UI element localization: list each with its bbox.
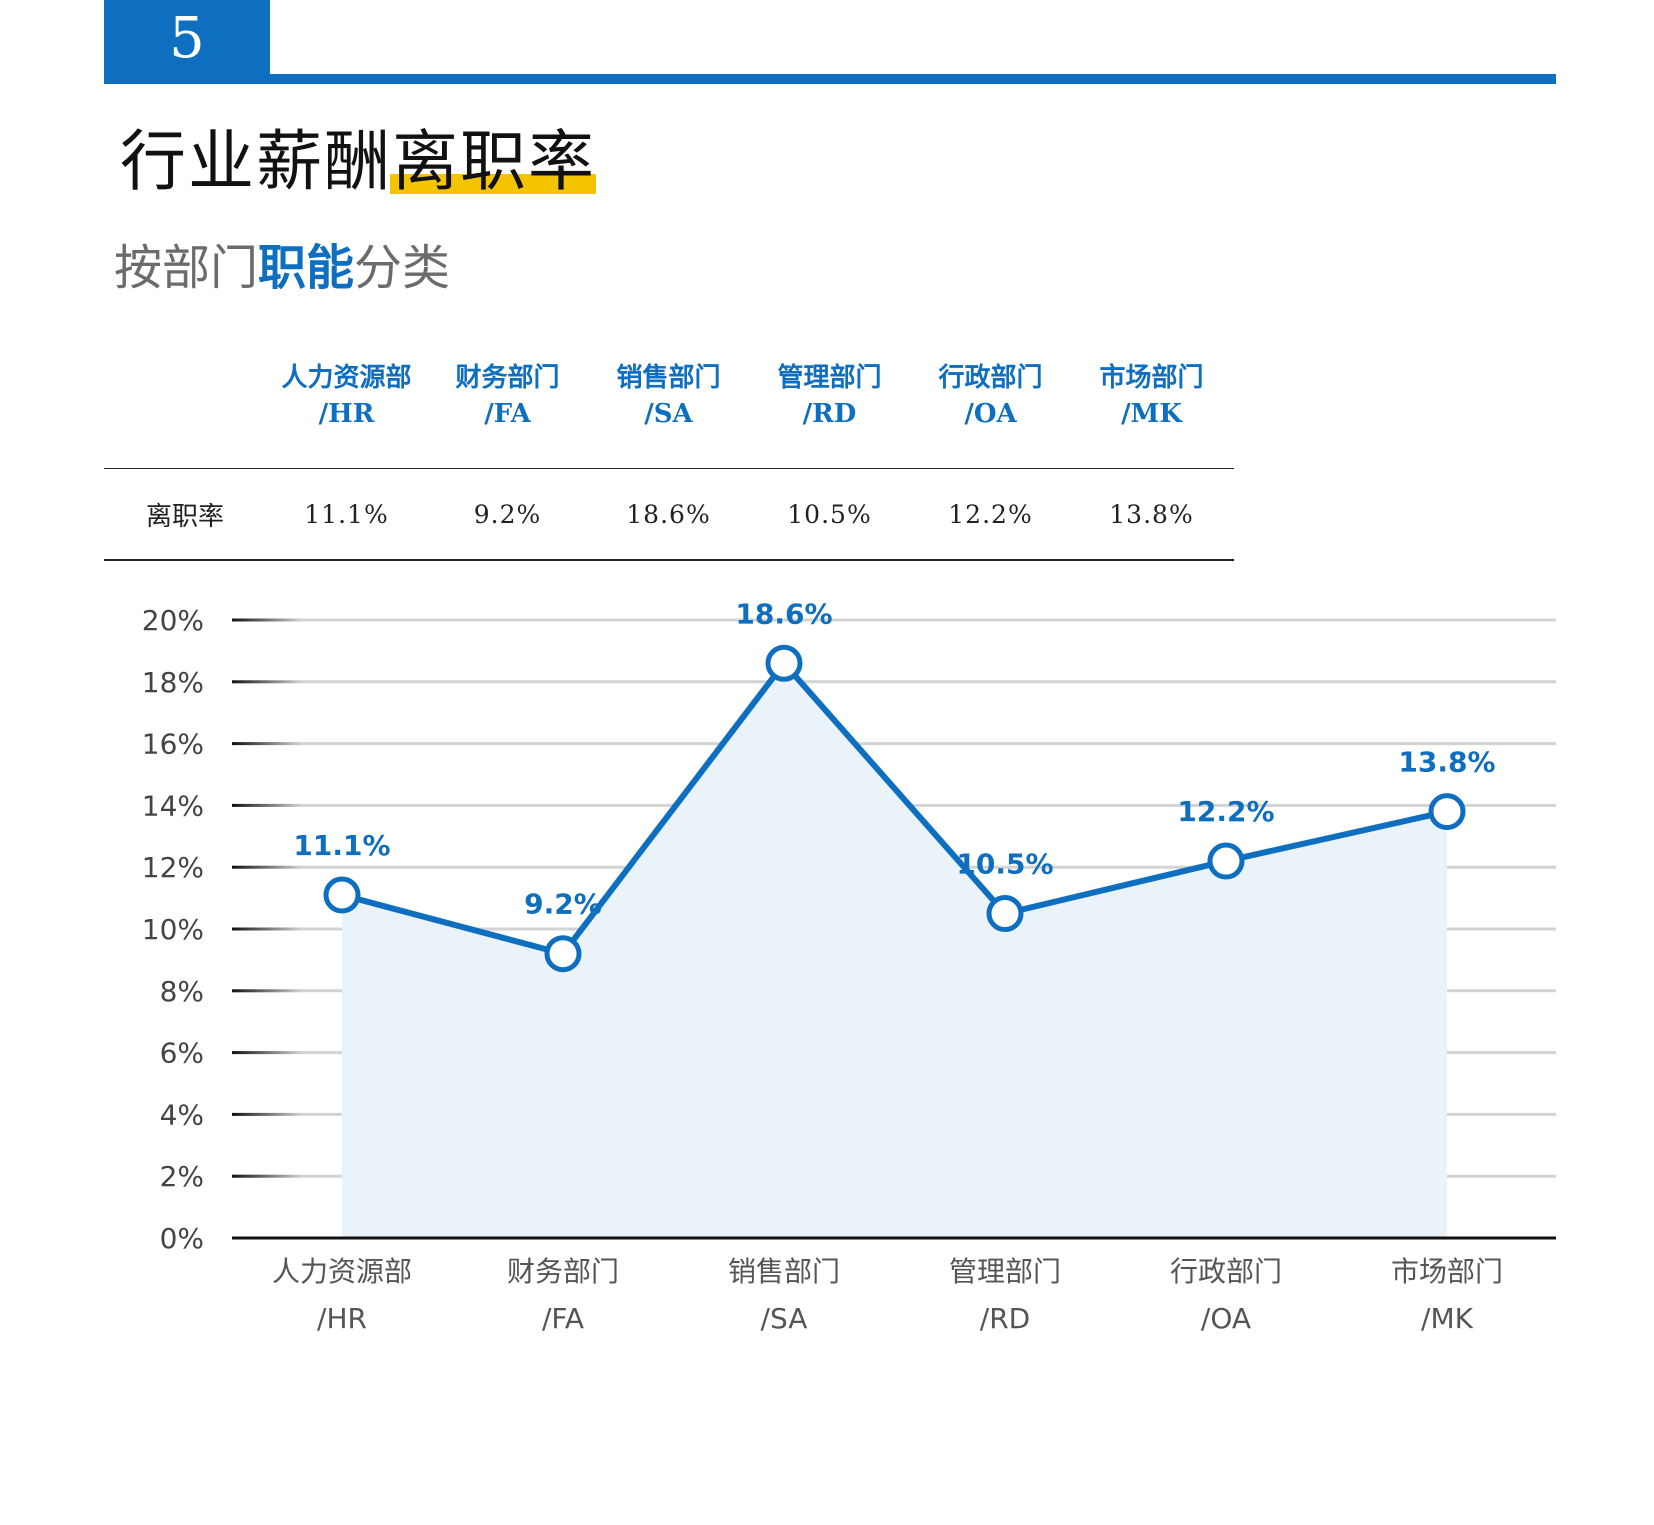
y-tick-label: 14%: [142, 789, 204, 822]
data-label: 12.2%: [1177, 795, 1274, 828]
title-block: 行业薪酬离职率: [120, 108, 596, 200]
dept-code: /HR: [318, 399, 375, 429]
summary-value-cell: 10.5%: [787, 499, 872, 529]
y-tick-label: 10%: [142, 913, 204, 946]
x-tick-label-code: /FA: [542, 1302, 584, 1335]
y-tick-label: 20%: [142, 604, 204, 637]
x-tick-label: 管理部门: [949, 1255, 1061, 1288]
x-tick-label: 人力资源部: [272, 1255, 412, 1288]
data-point: [323, 876, 361, 914]
y-tick-label: 2%: [160, 1160, 204, 1193]
page-subtitle: 按部门职能分类: [114, 228, 450, 298]
subtitle-suffix: 分类: [354, 240, 451, 296]
y-tick-mark: [232, 680, 302, 684]
x-tick-label-code: /HR: [317, 1302, 367, 1335]
chapter-number: 5: [104, 0, 270, 78]
y-tick-mark: [232, 1174, 302, 1178]
dept-code: /FA: [484, 399, 531, 429]
summary-value-cell: 13.8%: [1109, 499, 1194, 529]
y-tick-mark: [232, 1112, 302, 1116]
summary-header-cell: 财务部门/FA: [427, 360, 588, 468]
dept-name: 行政部门: [938, 363, 1043, 393]
summary-value-row: 离职率 11.1% 9.2% 18.6% 10.5% 12.2% 13.8%: [104, 469, 1234, 561]
y-tick-mark: [232, 803, 302, 807]
summary-value-cell: 11.1%: [304, 499, 389, 529]
data-label: 9.2%: [524, 888, 602, 921]
summary-value-cell: 18.6%: [626, 499, 711, 529]
dept-name: 市场部门: [1099, 363, 1204, 393]
data-point: [986, 895, 1024, 933]
y-tick-label: 6%: [160, 1037, 204, 1070]
dept-name: 财务部门: [455, 363, 560, 393]
summary-header-cell: 市场部门/MK: [1071, 360, 1232, 468]
summary-header-cell: 行政部门/OA: [910, 360, 1071, 468]
data-label: 13.8%: [1398, 746, 1495, 779]
summary-header-cell: 人力资源部/HR: [266, 360, 427, 468]
series-line: [341, 660, 1448, 957]
y-tick-label: 4%: [160, 1098, 204, 1131]
data-point: [765, 644, 803, 682]
y-tick-label: 0%: [160, 1222, 204, 1255]
y-tick-mark: [232, 1051, 302, 1055]
summary-corner-cell: [104, 360, 266, 468]
y-tick-mark: [232, 989, 302, 993]
summary-header-cell: 管理部门/RD: [749, 360, 910, 468]
subtitle-highlight: 职能: [258, 240, 355, 296]
dept-code: /MK: [1121, 399, 1182, 429]
x-tick-label: 行政部门: [1170, 1255, 1282, 1288]
x-tick-label-code: /RD: [980, 1302, 1030, 1335]
data-point: [544, 935, 582, 973]
dept-name: 销售部门: [616, 363, 721, 393]
title-highlight-bar: [390, 174, 596, 194]
dept-name: 人力资源部: [281, 363, 412, 393]
y-tick-mark: [232, 927, 302, 931]
summary-header-cell: 销售部门/SA: [588, 360, 749, 468]
x-tick-label: 财务部门: [507, 1255, 619, 1288]
data-label: 18.6%: [735, 597, 832, 630]
dept-code: /RD: [802, 399, 857, 429]
page-title: 行业薪酬离职率: [120, 123, 596, 200]
dept-code: /OA: [964, 399, 1017, 429]
y-tick-label: 8%: [160, 975, 204, 1008]
y-tick-mark: [232, 742, 302, 746]
summary-value-cell: 12.2%: [948, 499, 1033, 529]
y-tick-mark: [232, 618, 302, 622]
data-label: 11.1%: [293, 829, 390, 862]
summary-table: 人力资源部/HR 财务部门/FA 销售部门/SA 管理部门/RD 行政部门/OA…: [104, 360, 1234, 561]
summary-value-cell: 9.2%: [473, 499, 542, 529]
y-tick-label: 18%: [142, 666, 204, 699]
subtitle-prefix: 按部门: [114, 240, 259, 296]
data-point: [1207, 842, 1245, 880]
summary-row-label: 离职率: [145, 501, 224, 532]
summary-header-row: 人力资源部/HR 财务部门/FA 销售部门/SA 管理部门/RD 行政部门/OA…: [104, 360, 1234, 469]
y-tick-label: 16%: [142, 728, 204, 761]
turnover-line-chart: 0% 2% 4% 6% 8% 10% 12% 14% 16% 18% 20% 11.1% 9.2% 18.…: [142, 597, 1556, 1335]
x-tick-label-code: /MK: [1421, 1302, 1474, 1335]
x-tick-label-code: /SA: [761, 1302, 808, 1335]
header-rule: [104, 74, 1556, 84]
y-tick-mark: [232, 865, 302, 869]
y-tick-label: 12%: [142, 851, 204, 884]
dept-name: 管理部门: [777, 363, 882, 393]
data-label: 10.5%: [956, 848, 1053, 881]
data-point: [1428, 793, 1466, 831]
dept-code: /SA: [644, 399, 693, 429]
x-tick-label: 销售部门: [728, 1255, 840, 1288]
x-tick-label-code: /OA: [1201, 1302, 1251, 1335]
x-tick-label: 市场部门: [1391, 1255, 1503, 1288]
area-fill: [342, 663, 1447, 1238]
